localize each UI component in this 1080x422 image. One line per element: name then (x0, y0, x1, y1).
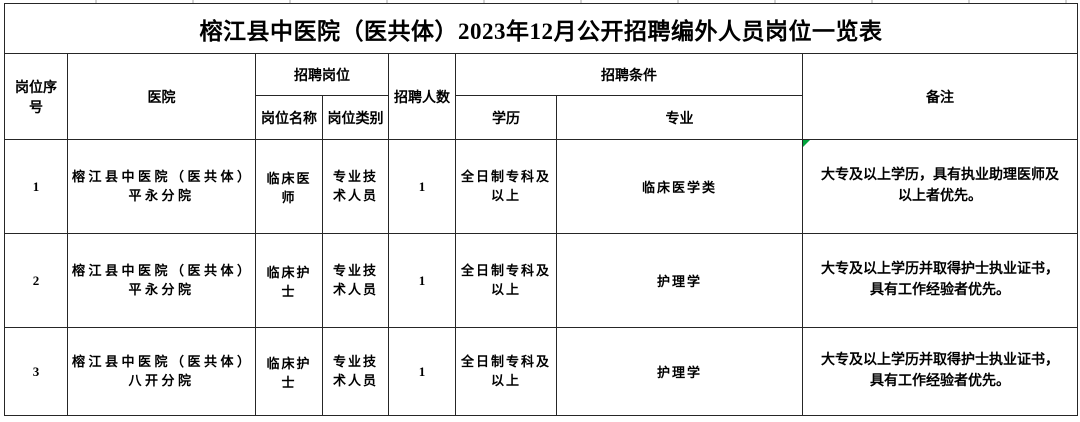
cell-headcount: 1 (388, 139, 456, 234)
table-title-row: 榕江县中医院（医共体）2023年12月公开招聘编外人员岗位一览表 (4, 3, 1078, 54)
excel-error-indicator-icon (803, 140, 810, 147)
table-row: 3 榕江县中医院（医共体） 八开分院 临床护士 专业技 术人员 1 全日制专科及… (4, 327, 1078, 416)
hospital-branch-line: 平永分院 (128, 281, 195, 297)
hospital-branch-line: 八开分院 (128, 372, 195, 388)
cell-post-type: 专业技 术人员 (322, 139, 389, 234)
cell-education: 全日制专科及 以上 (455, 233, 557, 328)
cell-post-name: 临床护士 (255, 327, 323, 416)
cell-education: 全日制专科及 以上 (455, 139, 557, 234)
cell-post-type: 专业技 术人员 (322, 327, 389, 416)
cell-major: 临床医学类 (556, 139, 803, 234)
cell-major: 护理学 (556, 233, 803, 328)
cell-remark: 大专及以上学历并取得护士执业证书， 具有工作经验者优先。 (802, 327, 1078, 416)
header-row-top: 岗位序号 医院 招聘岗位 招聘人数 招聘条件 备注 (4, 53, 1078, 140)
cell-remark: 大专及以上学历并取得护士执业证书， 具有工作经验者优先。 (802, 233, 1078, 328)
header-headcount: 招聘人数 (388, 53, 456, 140)
hospital-name-line: 榕江县中医院（医共体） (72, 353, 254, 369)
header-major: 专业 (556, 95, 803, 140)
header-education: 学历 (455, 95, 557, 140)
header-post-group: 招聘岗位 (255, 53, 389, 96)
cell-major: 护理学 (556, 327, 803, 416)
cell-seq: 2 (4, 233, 68, 328)
table-title: 榕江县中医院（医共体）2023年12月公开招聘编外人员岗位一览表 (4, 3, 1078, 54)
cell-hospital: 榕江县中医院（医共体） 平永分院 (67, 233, 256, 328)
cell-post-name: 临床护士 (255, 233, 323, 328)
spreadsheet-gridline-remnants (0, 0, 1080, 3)
table-row: 2 榕江县中医院（医共体） 平永分院 临床护士 专业技 术人员 1 全日制专科及… (4, 233, 1078, 328)
header-remark: 备注 (802, 53, 1078, 140)
cell-hospital: 榕江县中医院（医共体） 八开分院 (67, 327, 256, 416)
cell-headcount: 1 (388, 327, 456, 416)
header-condition-group: 招聘条件 (455, 53, 803, 96)
table-row: 1 榕江县中医院（医共体） 平永分院 临床医师 专业技 术人员 1 全日制专科及… (4, 139, 1078, 234)
header-seq: 岗位序号 (4, 53, 68, 140)
cell-post-type: 专业技 术人员 (322, 233, 389, 328)
hospital-branch-line: 平永分院 (128, 187, 195, 203)
header-row-sub: 岗位名称 岗位类别 学历 专业 (5, 95, 1078, 140)
cell-headcount: 1 (388, 233, 456, 328)
header-post-type: 岗位类别 (322, 95, 389, 140)
cell-seq: 3 (4, 327, 68, 416)
hospital-name-line: 榕江县中医院（医共体） (72, 262, 254, 278)
header-hospital: 医院 (67, 53, 256, 140)
hospital-name-line: 榕江县中医院（医共体） (72, 168, 254, 184)
cell-remark: 大专及以上学历，具有执业助理医师及 以上者优先。 (802, 139, 1078, 234)
cell-seq: 1 (4, 139, 68, 234)
cell-post-name: 临床医师 (255, 139, 323, 234)
header-post-name: 岗位名称 (255, 95, 323, 140)
cell-education: 全日制专科及 以上 (455, 327, 557, 416)
recruitment-table: 榕江县中医院（医共体）2023年12月公开招聘编外人员岗位一览表 岗位序号 医院… (4, 3, 1078, 416)
cell-hospital: 榕江县中医院（医共体） 平永分院 (67, 139, 256, 234)
